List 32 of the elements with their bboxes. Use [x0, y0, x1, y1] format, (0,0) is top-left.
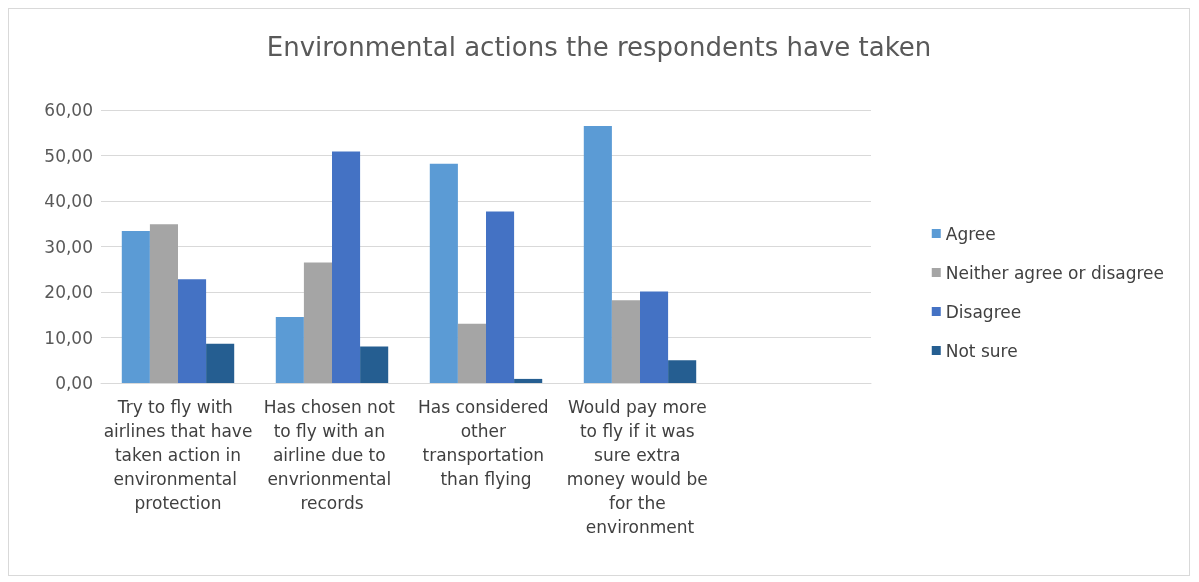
bar — [303, 262, 332, 383]
chart-title: Environmental actions the respondents have taken — [266, 32, 932, 62]
legend-label: Agree — [945, 223, 996, 244]
bar — [360, 346, 389, 383]
y-tick-label: 40,00 — [44, 191, 93, 211]
y-tick-label: 20,00 — [44, 282, 93, 302]
bar — [178, 279, 207, 383]
bar — [121, 231, 150, 383]
x-tick-label: Would pay more to fly if it was sure extra money would be for the environment — [566, 397, 714, 537]
bar — [332, 151, 361, 383]
legend-label: Disagree — [945, 301, 1022, 322]
y-tick-label: 10,00 — [44, 327, 93, 348]
bar — [206, 343, 235, 383]
bar — [640, 291, 669, 383]
bar — [514, 378, 543, 383]
y-tick-label: 0,00 — [55, 373, 93, 393]
x-tick-label: Has considered other transportation than flying — [417, 397, 555, 489]
bar — [429, 163, 458, 383]
legend-label: Neither agree or disagree — [945, 262, 1165, 283]
bar — [611, 300, 640, 383]
bar — [486, 211, 515, 383]
x-tick-label: Try to fly with airlines that have taken action in environmental protection — [103, 397, 253, 513]
legend-label: Not sure — [945, 340, 1018, 361]
y-tick-label: 50,00 — [44, 145, 93, 166]
bar — [457, 323, 486, 383]
y-tick-label: 60,00 — [44, 100, 93, 120]
bar — [583, 125, 612, 383]
bar — [668, 360, 697, 383]
bar — [275, 317, 304, 383]
bar — [149, 224, 178, 383]
y-tick-label: 30,00 — [44, 236, 93, 257]
x-tick-label: Has chosen not to fly with an airline due to envrionmental records — [263, 397, 401, 513]
